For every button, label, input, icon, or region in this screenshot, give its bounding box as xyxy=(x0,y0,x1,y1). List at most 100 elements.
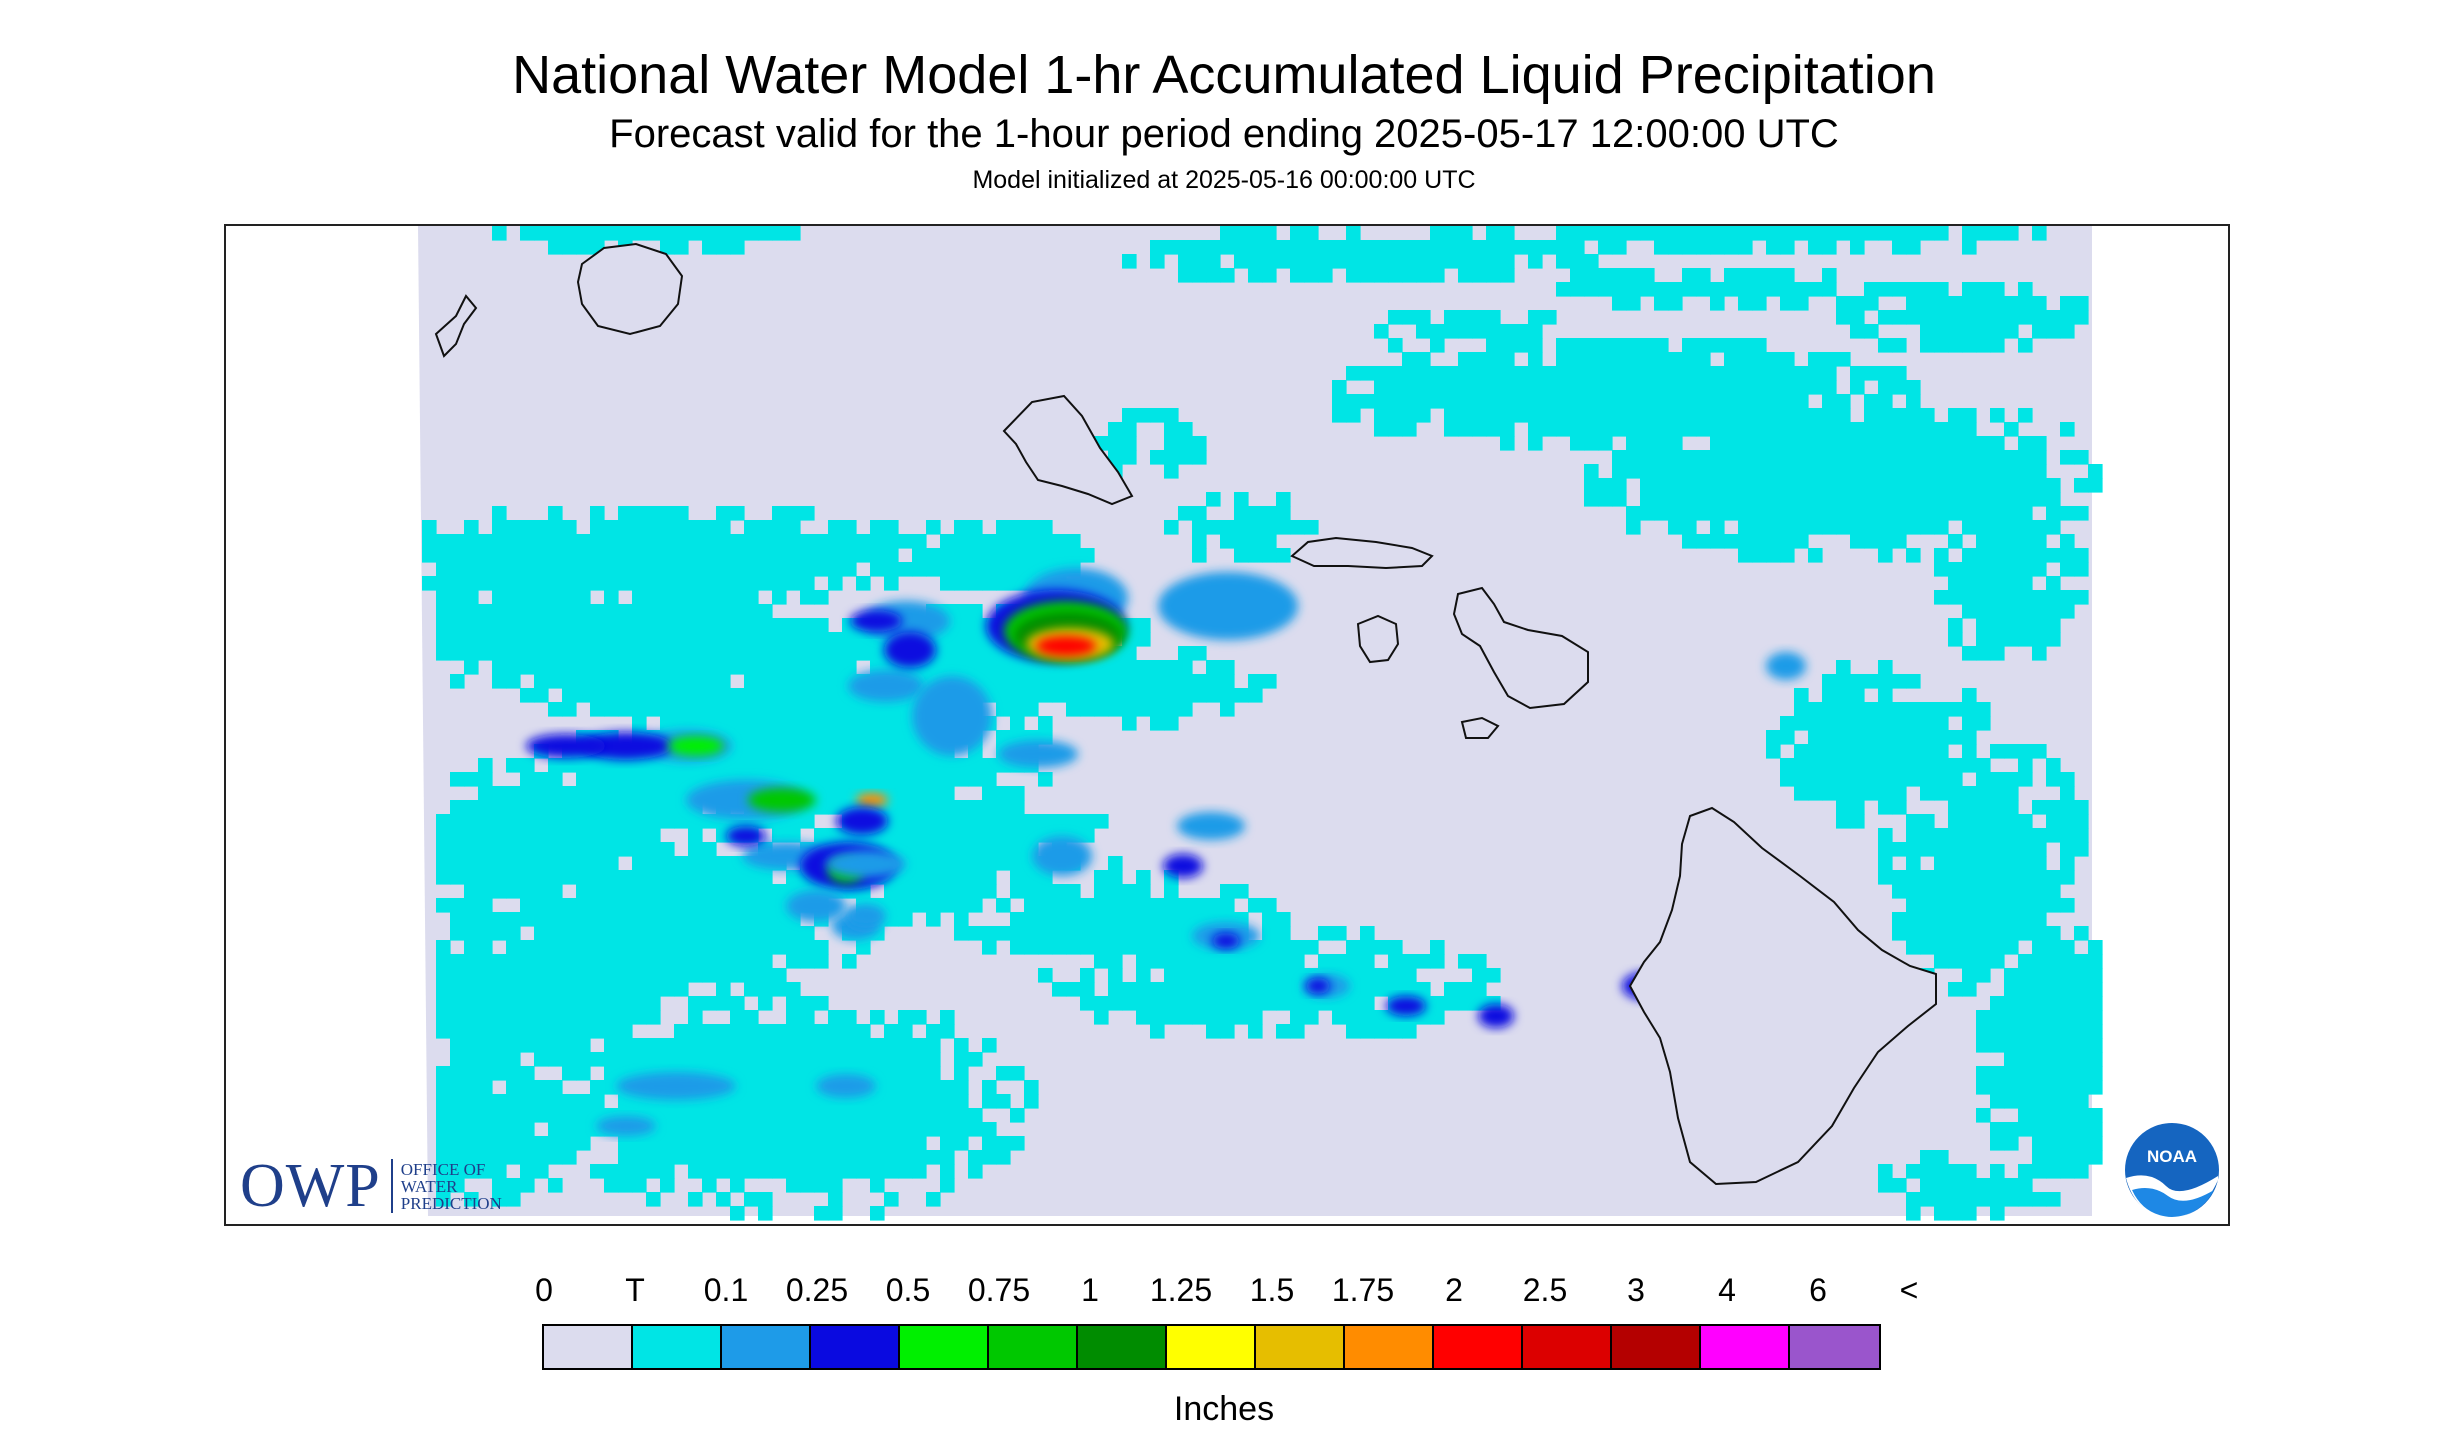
precip-cell xyxy=(1570,366,1585,381)
precip-cell xyxy=(842,534,857,549)
precip-cell xyxy=(1528,394,1543,409)
precip-cell xyxy=(1976,814,1991,829)
precip-cell xyxy=(2060,954,2075,969)
precip-cell xyxy=(1206,674,1221,689)
precip-cell xyxy=(1584,254,1599,269)
precip-cell xyxy=(1150,1024,1165,1039)
precip-cell xyxy=(1990,492,2005,507)
precip-cell xyxy=(1640,492,1655,507)
precip-cell xyxy=(1500,366,1515,381)
precip-cell xyxy=(2032,590,2047,605)
precip-cell xyxy=(1822,450,1837,465)
precip-cell xyxy=(534,1094,549,1109)
precip-cell xyxy=(2004,590,2019,605)
precip-cell xyxy=(926,870,941,885)
precip-cell xyxy=(772,562,787,577)
precip-cell xyxy=(1612,240,1627,255)
precip-cell xyxy=(1388,338,1403,353)
precip-cell xyxy=(1794,296,1809,311)
precip-cell xyxy=(1822,366,1837,381)
precip-cell xyxy=(2018,478,2033,493)
precip-core xyxy=(836,807,888,835)
precip-cell xyxy=(1164,982,1179,997)
precip-cell xyxy=(1178,660,1193,675)
precip-cell xyxy=(2060,828,2075,843)
precip-cell xyxy=(1948,702,1963,717)
precip-cell xyxy=(1878,282,1893,297)
precip-cell xyxy=(814,1206,829,1221)
precip-cell xyxy=(702,898,717,913)
precip-cell xyxy=(940,828,955,843)
precip-cell xyxy=(786,548,801,563)
precip-cell xyxy=(1878,702,1893,717)
precip-cell xyxy=(968,772,983,787)
precip-cell xyxy=(660,1052,675,1067)
precip-cell xyxy=(2046,492,2061,507)
precip-cell xyxy=(1906,898,1921,913)
precip-cell xyxy=(1878,310,1893,325)
precip-cell xyxy=(688,1038,703,1053)
precip-cell xyxy=(1794,450,1809,465)
precip-cell xyxy=(968,870,983,885)
precip-cell xyxy=(1976,534,1991,549)
precip-core xyxy=(1306,978,1330,994)
precip-cell xyxy=(1626,408,1641,423)
precip-cell xyxy=(1276,954,1291,969)
precip-cell xyxy=(1808,506,1823,521)
precip-cell xyxy=(450,1164,465,1179)
precip-cell xyxy=(772,226,787,241)
precip-cell xyxy=(1962,744,1977,759)
precip-cell xyxy=(2032,1052,2047,1067)
precip-cell xyxy=(744,1066,759,1081)
precip-cell xyxy=(562,604,577,619)
precip-cell xyxy=(912,884,927,899)
precip-cell xyxy=(1654,366,1669,381)
precip-cell xyxy=(2032,478,2047,493)
precip-cell xyxy=(1976,1066,1991,1081)
precip-cell xyxy=(1906,240,1921,255)
precip-cell xyxy=(1696,380,1711,395)
precip-cell xyxy=(1654,450,1669,465)
precip-cell xyxy=(674,1024,689,1039)
precip-cell xyxy=(758,716,773,731)
precip-cell xyxy=(548,590,563,605)
precip-cell xyxy=(982,842,997,857)
precip-cell xyxy=(464,1010,479,1025)
precip-cell xyxy=(464,590,479,605)
precip-cell xyxy=(1822,772,1837,787)
precip-cell xyxy=(1920,492,1935,507)
precip-cell xyxy=(1934,478,1949,493)
precip-cell xyxy=(1654,464,1669,479)
precip-cell xyxy=(492,982,507,997)
precip-cell xyxy=(702,1136,717,1151)
precip-cell xyxy=(450,534,465,549)
precip-cell xyxy=(534,548,549,563)
precip-cell xyxy=(2032,842,2047,857)
precip-cell xyxy=(1850,674,1865,689)
precip-cell xyxy=(884,548,899,563)
precip-cell xyxy=(1976,1024,1991,1039)
precip-cell xyxy=(800,618,815,633)
precip-cell xyxy=(1934,1192,1949,1207)
precip-cell xyxy=(1262,534,1277,549)
precip-cell xyxy=(478,982,493,997)
precip-cell xyxy=(478,940,493,955)
precip-cell xyxy=(1976,590,1991,605)
precip-cell xyxy=(912,772,927,787)
precip-cell xyxy=(1906,716,1921,731)
precip-cell xyxy=(506,954,521,969)
precip-cell xyxy=(1654,296,1669,311)
precip-cell xyxy=(1822,282,1837,297)
precip-cell xyxy=(436,1094,451,1109)
precip-cell xyxy=(730,660,745,675)
precip-cell xyxy=(1696,492,1711,507)
precip-cell xyxy=(1486,268,1501,283)
precip-cell xyxy=(674,800,689,815)
precip-cell xyxy=(1584,422,1599,437)
precip-cell xyxy=(1766,730,1781,745)
precip-cell xyxy=(1990,562,2005,577)
precip-cell xyxy=(2074,1066,2089,1081)
precip-cell xyxy=(1850,324,1865,339)
precip-cell xyxy=(2074,814,2089,829)
precip-cell xyxy=(1024,912,1039,927)
